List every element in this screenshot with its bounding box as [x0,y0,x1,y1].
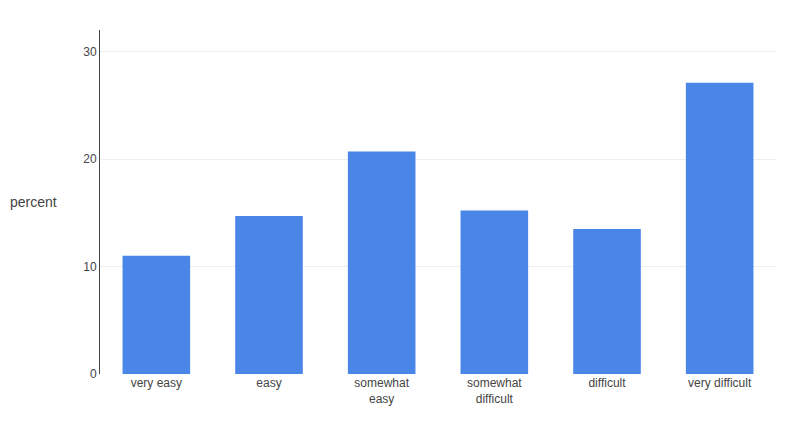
svg-text:somewhatdifficult: somewhatdifficult [467,376,522,406]
svg-text:very easy: very easy [131,376,182,390]
svg-text:difficult: difficult [588,376,626,390]
svg-text:easy: easy [256,376,281,390]
svg-text:20: 20 [83,152,97,166]
svg-text:very difficult: very difficult [688,376,752,390]
svg-text:10: 10 [83,260,97,274]
svg-text:30: 30 [83,45,97,59]
svg-text:somewhateasy: somewhateasy [354,376,409,406]
svg-text:0: 0 [90,367,97,381]
svg-text:percent: percent [10,194,57,210]
